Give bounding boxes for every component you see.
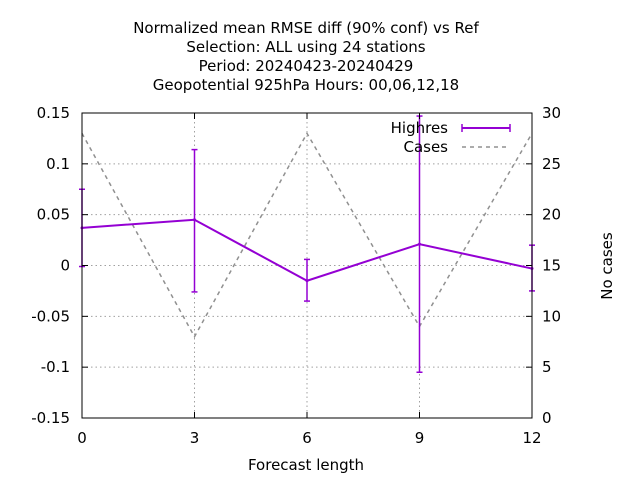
y-axis-right-ticks: 0 5 10 15 20 25 30 (526, 104, 561, 427)
y2-tick-label: 25 (542, 155, 561, 173)
title-line-1: Normalized mean RMSE diff (90% conf) vs … (133, 19, 479, 37)
x-tick-label: 12 (522, 429, 541, 447)
highres-point (305, 279, 309, 283)
y2-tick-label: 10 (542, 307, 561, 325)
y-axis-left-ticks: -0.15 -0.1 -0.05 0 0.05 0.1 0.15 (31, 104, 88, 427)
x-tick-label: 9 (415, 429, 425, 447)
y-tick-label: 0.05 (37, 206, 70, 224)
y-tick-label: -0.15 (31, 409, 70, 427)
title-line-3: Period: 20240423-20240429 (199, 57, 414, 75)
y-tick-label: 0.1 (46, 155, 70, 173)
y2-tick-label: 15 (542, 257, 561, 275)
legend-label-cases: Cases (403, 138, 448, 156)
y2-tick-label: 0 (542, 409, 552, 427)
y2-tick-label: 5 (542, 358, 552, 376)
cases-line (81, 131, 533, 339)
y-tick-label: -0.05 (31, 307, 70, 325)
chart-title: Normalized mean RMSE diff (90% conf) vs … (133, 19, 479, 94)
y2-tick-label: 30 (542, 104, 561, 122)
legend-label-highres: Highres (391, 119, 449, 137)
title-line-2: Selection: ALL using 24 stations (186, 38, 425, 56)
x-axis-ticks: 0 3 6 9 12 (77, 113, 542, 447)
x-tick-label: 3 (190, 429, 200, 447)
y-axis-right-label: No cases (598, 232, 616, 300)
x-tick-label: 6 (302, 429, 312, 447)
y-tick-label: 0.15 (37, 104, 70, 122)
y-tick-label: -0.1 (41, 358, 70, 376)
x-tick-label: 0 (77, 429, 87, 447)
y2-tick-label: 20 (542, 206, 561, 224)
legend: Highres Cases (391, 119, 511, 156)
highres-point (193, 218, 196, 222)
highres-point (418, 242, 421, 246)
series-cases (81, 131, 533, 339)
title-line-4: Geopotential 925hPa Hours: 00,06,12,18 (153, 76, 459, 94)
y-tick-label: 0 (60, 257, 70, 275)
x-axis-label: Forecast length (248, 456, 364, 474)
